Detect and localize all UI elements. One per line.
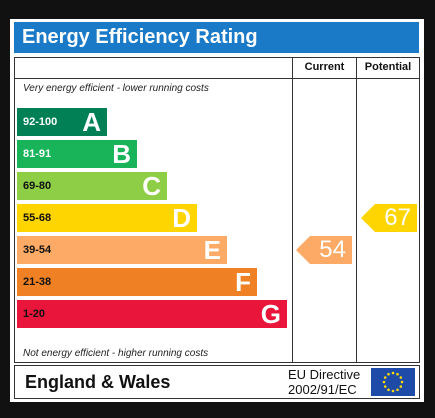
- band-d: 55-68 D: [17, 204, 197, 232]
- eu-star: [396, 388, 399, 392]
- eu-star: [387, 388, 390, 392]
- band-letter: E: [203, 235, 221, 265]
- bottom-note: Not energy efficient - higher running co…: [23, 348, 209, 359]
- directive-line2: 2002/91/EC: [288, 382, 357, 397]
- band-letter: C: [142, 171, 161, 201]
- rating-grid: Current Potential Very energy efficient …: [14, 57, 420, 363]
- epc-card: Energy Efficiency Rating Current Potenti…: [10, 19, 424, 402]
- current-rating-arrow-value: 54: [319, 236, 346, 263]
- title-bar: Energy Efficiency Rating: [14, 22, 419, 53]
- band-letter: F: [235, 267, 251, 297]
- band-letter: B: [112, 139, 131, 169]
- eu-star: [396, 372, 399, 376]
- eu-star: [391, 371, 395, 375]
- band-letter: D: [172, 203, 191, 233]
- chart-title: Energy Efficiency Rating: [22, 26, 258, 48]
- eu-star: [383, 385, 387, 388]
- band-range: 69-80: [23, 180, 52, 192]
- eu-star: [387, 372, 390, 376]
- band-g: 1-20 G: [17, 300, 287, 328]
- divider-current: [292, 58, 293, 362]
- directive-label: EU Directive 2002/91/EC: [288, 367, 360, 397]
- potential-rating-arrow-value: 67: [384, 204, 411, 231]
- eu-star: [382, 380, 386, 384]
- region-label: England & Wales: [25, 372, 171, 392]
- current-rating-arrow: 54: [296, 236, 352, 264]
- band-c: 69-80 C: [17, 172, 167, 200]
- band-b: 81-91 B: [17, 140, 137, 168]
- band-a: 92-100 A: [17, 108, 107, 136]
- eu-star: [391, 389, 395, 393]
- divider-potential: [356, 58, 357, 362]
- current-rating-arrow-shape: [296, 236, 352, 264]
- top-note: Very energy efficient - lower running co…: [23, 83, 209, 94]
- band-letter: A: [82, 107, 101, 137]
- band-e: 39-54 E: [17, 236, 227, 264]
- eu-star: [400, 380, 404, 384]
- column-header-potential: Potential: [364, 61, 412, 73]
- band-range: 1-20: [23, 308, 46, 320]
- band-range: 21-38: [23, 276, 52, 288]
- potential-rating-arrow-shape: [361, 204, 417, 232]
- column-header-current: Current: [304, 61, 345, 73]
- band-letter: G: [260, 299, 281, 329]
- eu-star: [383, 376, 387, 379]
- eu-star: [399, 385, 403, 388]
- band-range: 55-68: [23, 212, 52, 224]
- band-range: 39-54: [23, 244, 52, 256]
- footer: England & Wales EU Directive 2002/91/EC: [14, 365, 420, 399]
- potential-rating-arrow: 67: [361, 204, 417, 232]
- band-f: 21-38 F: [17, 268, 257, 296]
- eu-flag-icon: [371, 368, 415, 396]
- band-range: 92-100: [23, 116, 58, 128]
- header-divider: [15, 78, 419, 79]
- directive-line1: EU Directive: [288, 367, 361, 382]
- band-range: 81-91: [23, 148, 52, 160]
- eu-star: [399, 376, 403, 379]
